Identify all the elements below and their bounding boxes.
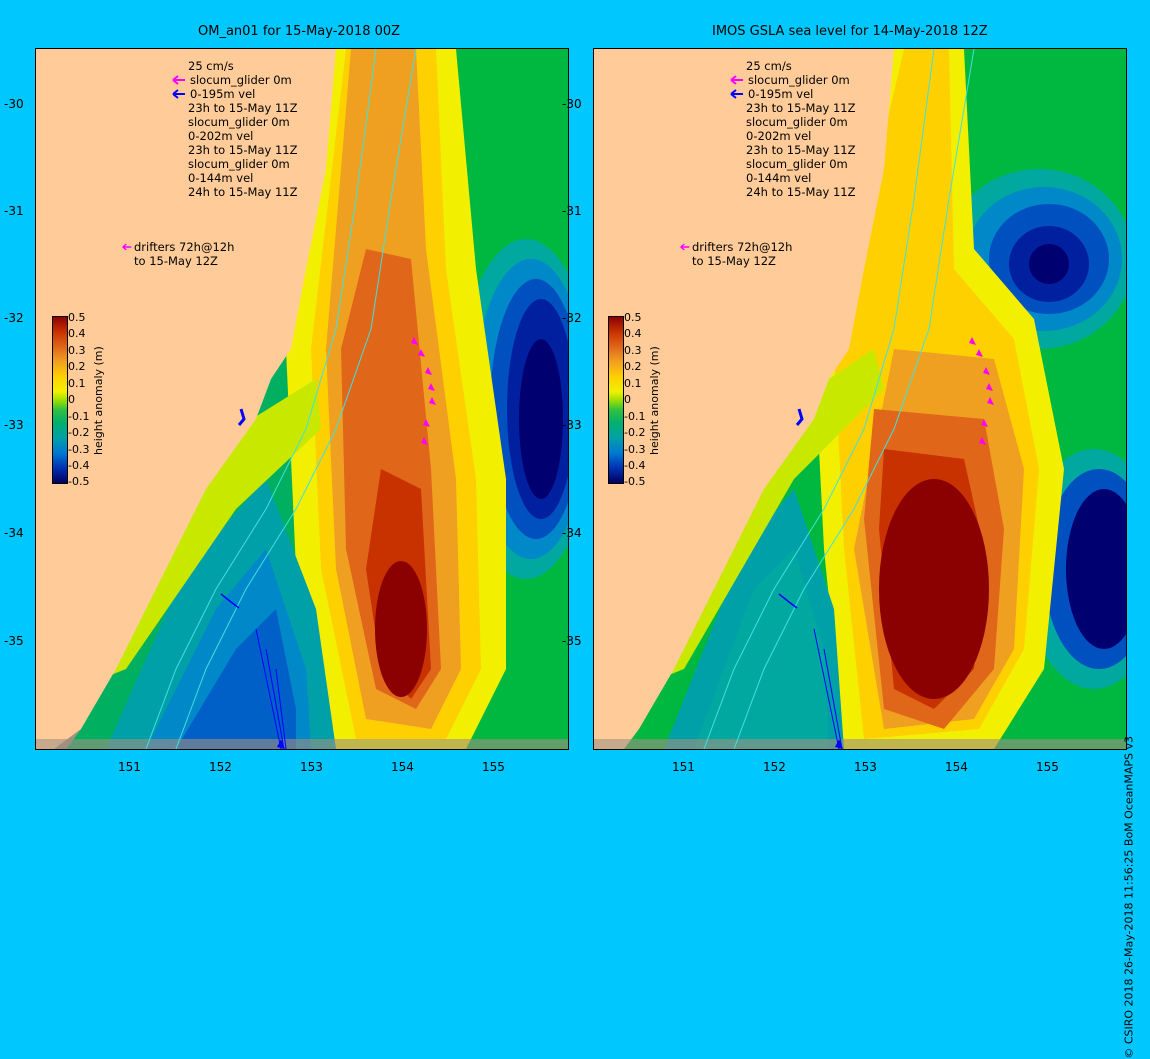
colorbar-axis-label: height anomaly (m) [648, 346, 661, 455]
lon-tick-label: 154 [945, 760, 968, 774]
lat-tick-label: -33 [562, 418, 582, 432]
lat-tick-label: -30 [4, 97, 24, 111]
legend-line: 24h to 15-May 11Z [746, 185, 856, 199]
colorbar-tick-label: 0.4 [624, 327, 642, 340]
legend-line: slocum_glider 0m [746, 115, 848, 129]
colorbar-tick-label: -0.3 [624, 443, 646, 456]
lat-tick-label: -31 [4, 204, 24, 218]
colorbar-tick-label: -0.5 [624, 475, 646, 488]
left-panel-title: OM_an01 for 15-May-2018 00Z [198, 24, 401, 39]
magenta-arrow-icon [730, 75, 743, 85]
vector-legend: 25 cm/s slocum_glider 0m 0-195m vel 23h … [172, 59, 298, 199]
magenta-arrow-icon [122, 243, 132, 251]
lon-tick-label: 155 [1036, 760, 1059, 774]
lon-tick-label: 152 [209, 760, 232, 774]
legend-line: 0-195m vel [190, 87, 256, 101]
colorbar [608, 316, 624, 484]
lon-tick-label: 155 [482, 760, 505, 774]
lat-tick-label: -32 [4, 311, 24, 325]
credit-text: © CSIRO 2018 26-May-2018 11:56:25 BoM Oc… [1123, 736, 1136, 1059]
legend-line: slocum_glider 0m [188, 115, 290, 129]
lat-tick-label: -35 [562, 634, 582, 648]
colorbar-tick-label: -0.2 [624, 426, 646, 439]
colorbar-tick-label: -0.3 [68, 443, 90, 456]
magenta-arrow-icon [680, 243, 690, 251]
legend-line: slocum_glider 0m [188, 157, 290, 171]
lon-tick-label: 153 [854, 760, 877, 774]
legend-line: 23h to 15-May 11Z [746, 101, 856, 115]
right-map [593, 48, 1127, 750]
colorbar-tick-label: 0.2 [624, 360, 642, 373]
colorbar-tick-label: 0.3 [68, 344, 86, 357]
blue-arrow-icon [730, 89, 743, 99]
colorbar-tick-label: 0.4 [68, 327, 86, 340]
colorbar-tick-label: -0.4 [624, 459, 646, 472]
lat-tick-label: -31 [562, 204, 582, 218]
lat-tick-label: -33 [4, 418, 24, 432]
lon-tick-label: 151 [672, 760, 695, 774]
legend-line: slocum_glider 0m [190, 73, 292, 87]
drifter-line: drifters 72h@12h [692, 240, 793, 254]
lon-tick-label: 151 [118, 760, 141, 774]
right-map-svg [594, 49, 1126, 749]
drifter-legend: drifters 72h@12h to 15-May 12Z [680, 240, 792, 268]
legend-line: 0-144m vel [746, 171, 812, 185]
drifter-line: to 15-May 12Z [134, 254, 218, 268]
colorbar-tick-label: -0.4 [68, 459, 90, 472]
legend-line: 0-195m vel [748, 87, 814, 101]
drifter-line: to 15-May 12Z [692, 254, 776, 268]
colorbar-tick-label: 0 [624, 393, 631, 406]
lat-tick-label: -34 [4, 526, 24, 540]
colorbar-tick-label: 0.2 [68, 360, 86, 373]
colorbar-tick-label: 0.1 [68, 377, 86, 390]
colorbar-tick-label: 0 [68, 393, 75, 406]
colorbar-tick-label: 0.5 [624, 311, 642, 324]
lon-tick-label: 154 [391, 760, 414, 774]
lat-tick-label: -30 [562, 97, 582, 111]
colorbar-tick-label: -0.2 [68, 426, 90, 439]
colorbar-tick-label: -0.5 [68, 475, 90, 488]
lat-tick-label: -32 [562, 311, 582, 325]
colorbar [52, 316, 68, 484]
colorbar-tick-label: 0.1 [624, 377, 642, 390]
colorbar-tick-label: -0.1 [624, 410, 646, 423]
magenta-arrow-icon [172, 75, 185, 85]
drifter-legend: drifters 72h@12h to 15-May 12Z [122, 240, 234, 268]
legend-line: slocum_glider 0m [748, 73, 850, 87]
left-map [35, 48, 569, 750]
colorbar-tick-label: 0.5 [68, 311, 86, 324]
lon-tick-label: 152 [763, 760, 786, 774]
drifter-line: drifters 72h@12h [134, 240, 235, 254]
legend-line: 0-144m vel [188, 171, 254, 185]
scale-label: 25 cm/s [188, 59, 234, 73]
legend-line: 23h to 15-May 11Z [188, 101, 298, 115]
legend-line: 0-202m vel [746, 129, 812, 143]
right-panel-title: IMOS GSLA sea level for 14-May-2018 12Z [712, 24, 988, 39]
legend-line: 24h to 15-May 11Z [188, 185, 298, 199]
lat-tick-label: -34 [562, 526, 582, 540]
left-map-svg [36, 49, 568, 749]
legend-line: 0-202m vel [188, 129, 254, 143]
legend-line: slocum_glider 0m [746, 157, 848, 171]
drifter-arrows [411, 337, 436, 445]
legend-line: 23h to 15-May 11Z [188, 143, 298, 157]
vector-legend: 25 cm/s slocum_glider 0m 0-195m vel 23h … [730, 59, 856, 199]
colorbar-axis-label: height anomaly (m) [92, 346, 105, 455]
lat-tick-label: -35 [4, 634, 24, 648]
colorbar-tick-label: 0.3 [624, 344, 642, 357]
legend-line: 23h to 15-May 11Z [746, 143, 856, 157]
scale-label: 25 cm/s [746, 59, 792, 73]
blue-arrow-icon [172, 89, 185, 99]
colorbar-tick-label: -0.1 [68, 410, 90, 423]
lon-tick-label: 153 [300, 760, 323, 774]
